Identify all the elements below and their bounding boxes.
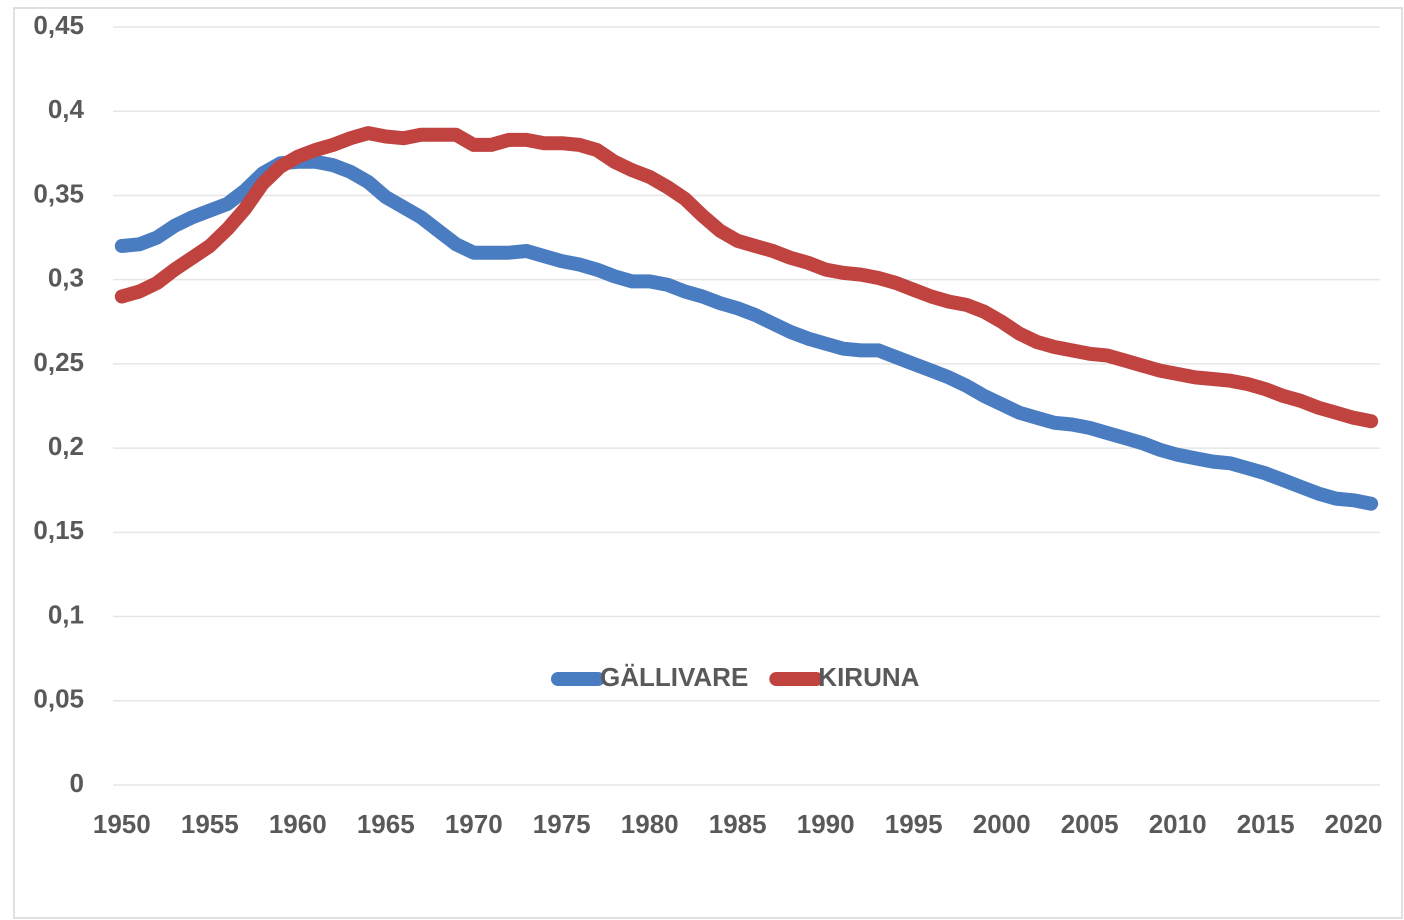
series-line [114,154,1379,511]
x-tick-label: 1970 [445,809,503,839]
y-tick-label: 0,2 [48,431,84,461]
y-tick-label: 0,25 [33,347,84,377]
y-tick-label: 0,3 [48,263,84,293]
x-tick-label: 1960 [269,809,327,839]
x-tick-label: 1980 [621,809,679,839]
y-tick-label: 0,4 [48,94,85,124]
x-tick-label: 1990 [797,809,855,839]
x-tick-label: 2015 [1237,809,1295,839]
x-tick-label: 1955 [181,809,239,839]
series-line [114,126,1379,429]
x-tick-label: 2005 [1061,809,1119,839]
x-tick-label: 1950 [93,809,151,839]
y-tick-label: 0,35 [33,178,84,208]
x-tick-label: 1995 [885,809,943,839]
y-tick-label: 0,45 [33,10,84,40]
chart-frame [13,7,1403,919]
x-tick-label: 2010 [1149,809,1207,839]
y-tick-label: 0,05 [33,684,84,714]
legend-label: KIRUNA [818,662,919,692]
legend-label: GÄLLIVARE [600,662,748,692]
x-tick-label: 1985 [709,809,767,839]
y-tick-label: 0,1 [48,599,84,629]
y-tick-label: 0,15 [33,515,84,545]
x-tick-label: 2020 [1325,809,1383,839]
x-tick-label: 1965 [357,809,415,839]
x-tick-label: 2000 [973,809,1031,839]
x-tick-label: 1975 [533,809,591,839]
y-tick-label: 0 [70,768,84,798]
